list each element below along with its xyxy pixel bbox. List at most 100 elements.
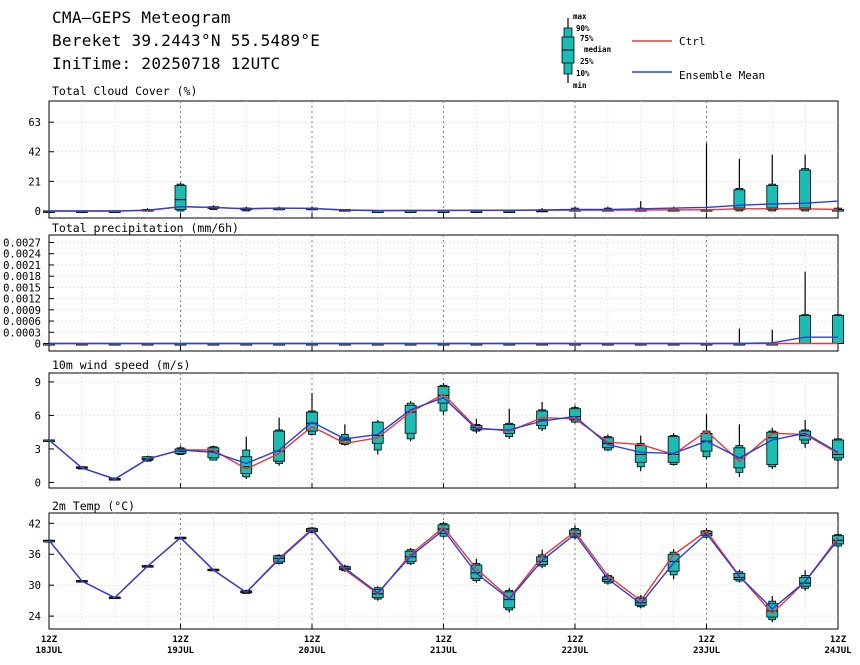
box-plot-key: max 90%75% median 25% 10% min — [561, 12, 611, 90]
x-tick-day-18JUL: 18JUL — [35, 646, 63, 656]
x-tick-hour-22JUL: 12Z — [567, 635, 584, 645]
box-wind-speed-21 — [733, 424, 746, 477]
box-inner — [667, 436, 680, 463]
panel-temperature: 2m Temp (°C) 24 30 36 42 — [28, 499, 844, 630]
key-label-6: 10% — [576, 69, 590, 78]
x-tick-hour-21JUL: 12Z — [435, 635, 452, 645]
y-tick-label: 9 — [35, 377, 41, 389]
box-cloud-cover-22 — [766, 154, 779, 212]
y-tick-label: 0.0024 — [3, 249, 41, 261]
x-tick-hour-20JUL: 12Z — [304, 635, 321, 645]
box-precipitation-24 — [832, 314, 844, 345]
x-tick-hour-23JUL: 12Z — [698, 635, 715, 645]
box-cloud-cover-20 — [700, 143, 713, 212]
y-tick-label: 42 — [28, 518, 41, 530]
series-ensemble-mean-cloud-cover — [49, 200, 839, 212]
box-inner — [799, 169, 812, 210]
box-inner — [569, 529, 581, 537]
x-tick-hour-18JUL: 12Z — [41, 635, 58, 645]
y-tick-label: 21 — [28, 176, 41, 188]
box-inner — [634, 445, 647, 463]
y-tick-label: 36 — [28, 549, 41, 561]
x-tick-day-20JUL: 20JUL — [298, 646, 326, 656]
panel-frame — [48, 234, 839, 352]
box-wind-speed-11 — [404, 400, 417, 442]
x-tick-day-19JUL: 19JUL — [167, 646, 195, 656]
box-inner — [832, 315, 844, 344]
panel-title-cloud-cover: Total Cloud Cover (%) — [52, 84, 197, 98]
y-tick-label: 0 — [35, 339, 41, 351]
panel-title-temperature: 2m Temp (°C) — [52, 499, 135, 513]
box-inner — [766, 185, 779, 210]
box-inner — [174, 185, 187, 210]
y-tick-label: 0.0015 — [3, 282, 41, 294]
series-ensemble-mean-temperature — [48, 529, 839, 610]
series-ensemble-mean-precipitation — [49, 336, 838, 345]
y-tick-label: 0.0009 — [3, 305, 41, 317]
box-inner — [832, 439, 844, 459]
legend-ctrl-label: Ctrl — [679, 35, 706, 48]
box-wind-speed-19 — [667, 433, 680, 466]
panel-wind-speed: 10m wind speed (m/s) 0 3 6 9 — [35, 358, 844, 489]
key-label-2: 90% — [576, 24, 590, 33]
panel-title-precipitation: Total precipitation (mm/6h) — [52, 221, 239, 235]
panel-title-wind-speed: 10m wind speed (m/s) — [52, 358, 190, 372]
key-label-1: max — [573, 12, 587, 21]
location-label: Bereket 39.2443°N 55.5489°E — [52, 31, 320, 50]
box-temperature-19 — [667, 549, 680, 580]
legend: Ctrl Ensemble Mean — [632, 35, 765, 82]
series-ensemble-mean-wind-speed — [48, 396, 839, 480]
y-tick-label: 0 — [35, 206, 41, 218]
panel-cloud-cover: Total Cloud Cover (%) 0 21 42 63 — [28, 84, 844, 219]
y-tick-label: 0.0018 — [3, 271, 41, 283]
box-wind-speed-7 — [273, 417, 286, 466]
x-axis: 12Z18JUL12Z19JUL12Z20JUL12Z21JUL12Z22JUL… — [35, 635, 852, 656]
y-tick-label: 24 — [28, 611, 41, 623]
chart-title: CMA—GEPS Meteogram — [52, 8, 231, 27]
series-ctrl-temperature — [48, 526, 839, 615]
box-temperature-14 — [503, 587, 516, 613]
panel-frame — [48, 100, 839, 219]
y-tick-label: 0.0027 — [3, 237, 41, 249]
y-tick-label: 6 — [35, 410, 41, 422]
box-wind-speed-20 — [700, 414, 713, 459]
y-tick-label: 0.0021 — [3, 260, 41, 272]
x-tick-day-22JUL: 22JUL — [561, 646, 589, 656]
box-inner — [766, 431, 779, 465]
y-tick-label: 0.0012 — [3, 294, 41, 306]
x-tick-day-24JUL: 24JUL — [824, 646, 852, 656]
box-inner — [240, 456, 253, 474]
init-time-label: IniTime: 20250718 12UTC — [52, 54, 280, 73]
key-label-4: median — [584, 45, 611, 54]
box-inner — [700, 432, 713, 452]
y-tick-label: 42 — [28, 147, 41, 159]
box-inner — [766, 603, 779, 618]
box-inner — [733, 189, 746, 210]
box-inner — [404, 404, 417, 434]
box-cloud-cover-21 — [733, 158, 746, 212]
key-label-3: 75% — [580, 34, 594, 43]
box-wind-speed-18 — [634, 435, 647, 472]
y-tick-label: 0 — [35, 477, 41, 489]
y-tick-label: 3 — [35, 444, 41, 456]
box-wind-speed-6 — [240, 436, 253, 480]
box-inner — [634, 598, 647, 606]
box-wind-speed-15 — [536, 402, 549, 432]
x-tick-hour-19JUL: 12Z — [172, 635, 189, 645]
x-tick-hour-24JUL: 12Z — [830, 635, 847, 645]
y-tick-label: 0.0003 — [3, 327, 41, 339]
box-inner — [569, 408, 581, 421]
key-label-5: 25% — [580, 57, 594, 66]
x-tick-day-21JUL: 21JUL — [430, 646, 458, 656]
x-tick-day-23JUL: 23JUL — [693, 646, 721, 656]
box-precipitation-21 — [733, 328, 746, 346]
box-precipitation-23 — [799, 271, 812, 345]
key-label-7: min — [573, 81, 587, 90]
box-inner — [799, 315, 812, 344]
y-tick-label: 30 — [28, 580, 41, 592]
box-inner — [470, 564, 483, 579]
y-tick-label: 0.0006 — [3, 316, 41, 328]
box-temperature-13 — [470, 558, 483, 583]
box-wind-speed-22 — [766, 427, 779, 470]
